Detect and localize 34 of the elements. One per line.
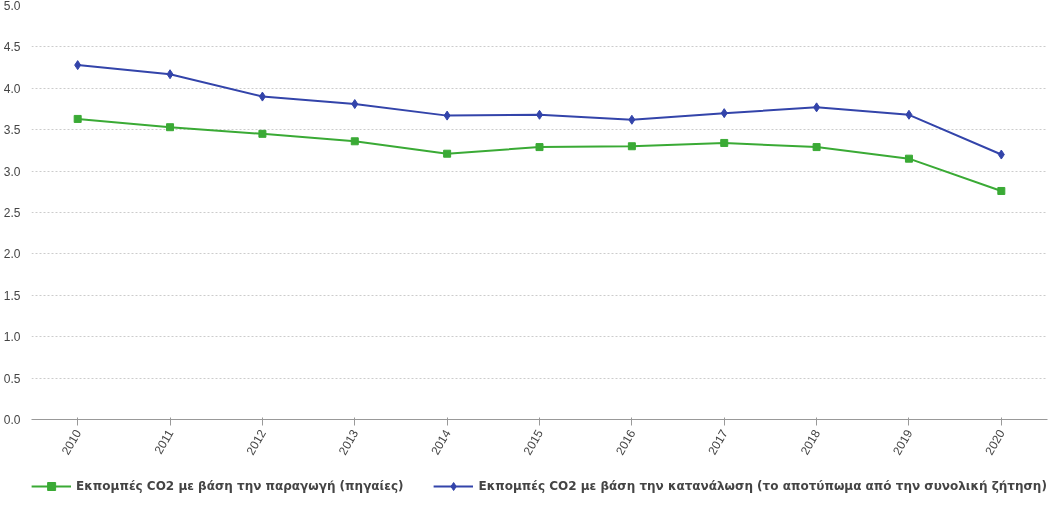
point	[997, 149, 1005, 160]
y-tick-label: 0.0	[3, 413, 21, 427]
y-tick-label: 5.0	[3, 0, 21, 13]
point	[258, 91, 266, 102]
point	[350, 137, 359, 146]
point	[443, 149, 452, 158]
point	[720, 138, 729, 147]
point	[443, 110, 451, 121]
point	[166, 123, 175, 132]
point	[997, 186, 1006, 195]
legend-label: Εκπομπές CO2 με βάση την παραγωγή (πηγαίες)	[76, 479, 404, 493]
y-tick-label: 3.0	[3, 164, 21, 179]
point	[720, 108, 728, 119]
y-tick-label: 1.5	[3, 288, 21, 303]
y-tick-label: 2.5	[3, 206, 21, 220]
point	[73, 114, 82, 123]
point	[627, 142, 636, 151]
point	[166, 69, 174, 80]
point	[535, 143, 544, 152]
point	[905, 109, 913, 120]
point	[904, 154, 913, 163]
point	[351, 99, 359, 110]
point	[813, 102, 821, 113]
point	[74, 60, 82, 71]
point	[258, 129, 267, 138]
y-tick-label: 3.5	[3, 123, 21, 138]
y-tick-label: 2.0	[3, 247, 21, 262]
y-tick-label: 4.0	[3, 81, 21, 96]
y-tick-label: 1.0	[3, 330, 21, 345]
point	[812, 143, 821, 152]
y-tick-label: 4.5	[3, 40, 21, 55]
legend-label: Εκπομπές CO2 με βάση την κατανάλωση (το αποτύπωμα από την συνολική ζήτηση)	[478, 479, 1047, 493]
y-tick-label: 0.5	[3, 371, 21, 386]
point	[628, 114, 636, 125]
